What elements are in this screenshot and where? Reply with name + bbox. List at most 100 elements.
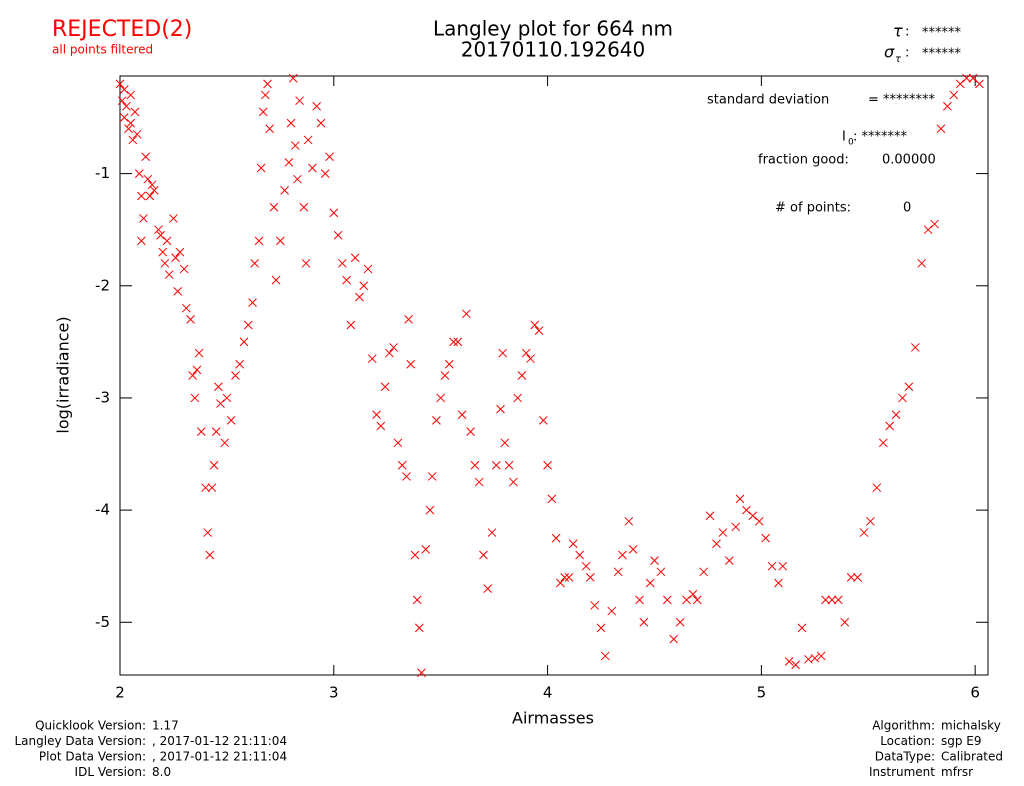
point bbox=[385, 348, 394, 358]
point bbox=[169, 214, 178, 223]
y-tick-label: -3 bbox=[95, 388, 110, 406]
point bbox=[171, 253, 180, 263]
point bbox=[258, 107, 268, 117]
point bbox=[675, 617, 685, 627]
point bbox=[337, 258, 347, 268]
point bbox=[607, 606, 617, 616]
point bbox=[645, 578, 655, 588]
point bbox=[461, 309, 471, 319]
point bbox=[526, 354, 535, 364]
footer-value: michalsky bbox=[941, 719, 1001, 733]
x-tick-label: 2 bbox=[115, 684, 125, 702]
point bbox=[600, 651, 610, 661]
point bbox=[301, 258, 311, 268]
point bbox=[975, 79, 984, 89]
point bbox=[449, 337, 458, 347]
point bbox=[846, 573, 856, 582]
point bbox=[748, 511, 758, 521]
plot-frame bbox=[119, 75, 989, 676]
point bbox=[797, 623, 807, 633]
point bbox=[404, 315, 413, 324]
annotation: 0.00000 bbox=[882, 153, 936, 168]
point bbox=[410, 550, 420, 560]
point bbox=[271, 275, 281, 285]
footer-value: , 2017-01-12 21:11:04 bbox=[152, 734, 287, 748]
point bbox=[754, 516, 764, 526]
point bbox=[724, 556, 734, 565]
annotation: : ******* bbox=[853, 130, 908, 145]
point bbox=[417, 668, 426, 678]
x-tick-label: 4 bbox=[543, 684, 553, 702]
point bbox=[778, 561, 788, 571]
point bbox=[312, 101, 322, 111]
point bbox=[299, 202, 309, 212]
point bbox=[316, 118, 326, 128]
point bbox=[355, 292, 364, 302]
point bbox=[718, 528, 728, 537]
point bbox=[194, 348, 204, 358]
point bbox=[904, 382, 914, 392]
point bbox=[122, 101, 131, 111]
footer-value: 1.17 bbox=[152, 719, 179, 733]
point bbox=[141, 152, 151, 162]
point bbox=[175, 247, 185, 257]
tau-value: ****** bbox=[922, 26, 962, 41]
point bbox=[186, 315, 195, 324]
point bbox=[821, 595, 830, 605]
point bbox=[265, 124, 275, 134]
point bbox=[124, 124, 133, 134]
point bbox=[509, 477, 518, 487]
point bbox=[432, 416, 441, 425]
point bbox=[421, 545, 431, 554]
point bbox=[735, 494, 745, 504]
footer-label: Plot Data Version: bbox=[39, 750, 146, 764]
point bbox=[211, 427, 221, 436]
point bbox=[639, 617, 649, 627]
point bbox=[662, 595, 672, 605]
point bbox=[143, 174, 153, 184]
point bbox=[376, 421, 386, 431]
point bbox=[585, 573, 595, 582]
point bbox=[181, 303, 191, 313]
point bbox=[483, 584, 493, 593]
point bbox=[534, 326, 544, 335]
point bbox=[132, 129, 142, 139]
point bbox=[425, 505, 435, 515]
point bbox=[530, 320, 540, 330]
point bbox=[564, 573, 574, 582]
point bbox=[474, 477, 484, 487]
sigma-colon: : bbox=[905, 46, 909, 61]
point bbox=[261, 90, 270, 100]
point bbox=[656, 567, 666, 577]
y-axis-label: log(irradiance) bbox=[54, 316, 73, 433]
point bbox=[827, 595, 837, 605]
point bbox=[791, 660, 800, 670]
point bbox=[712, 539, 721, 549]
footer-label: Algorithm: bbox=[872, 719, 935, 733]
point bbox=[192, 365, 202, 375]
point bbox=[891, 410, 901, 420]
point bbox=[250, 258, 260, 268]
point bbox=[308, 163, 317, 173]
point bbox=[440, 371, 450, 380]
point bbox=[115, 79, 125, 89]
footer-label: Location: bbox=[880, 734, 935, 748]
point bbox=[784, 657, 794, 666]
point bbox=[288, 73, 298, 83]
point bbox=[216, 399, 225, 408]
point bbox=[235, 359, 245, 369]
point bbox=[853, 573, 862, 582]
point bbox=[231, 371, 240, 380]
x-tick-label: 3 bbox=[329, 684, 339, 702]
point bbox=[207, 483, 217, 493]
point bbox=[269, 202, 279, 212]
point bbox=[936, 124, 946, 134]
footer-value: Calibrated bbox=[941, 750, 1003, 764]
point bbox=[117, 96, 127, 106]
footer-value: 8.0 bbox=[152, 765, 171, 779]
status-note: all points filtered bbox=[52, 43, 153, 57]
y-tick-label: -5 bbox=[95, 613, 110, 631]
point bbox=[393, 438, 403, 448]
point bbox=[126, 90, 136, 100]
point bbox=[226, 416, 236, 425]
